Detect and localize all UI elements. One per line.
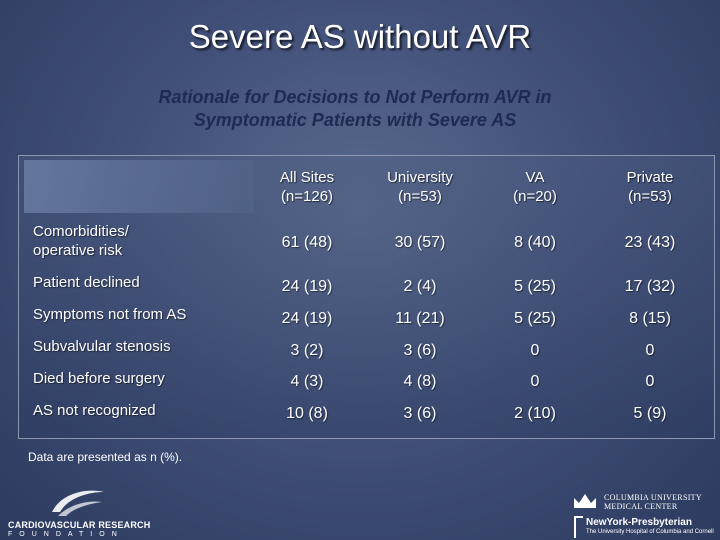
table-cell: 8 (40) — [514, 234, 556, 251]
table-cell: 23 (43) — [624, 234, 676, 251]
table-cell: 17 (32) — [624, 278, 676, 295]
row-label-patient-declined: Patient declined — [33, 274, 140, 291]
crf-logo-line-2: FOUNDATION — [8, 531, 124, 538]
subtitle-line-2: Symptomatic Patients with Severe AS — [193, 110, 517, 130]
subtitle-line-1: Rationale for Decisions to Not Perform A… — [158, 87, 552, 107]
table-cell: 11 (21) — [395, 310, 445, 327]
row-label-as-not-recognized: AS not recognized — [33, 402, 156, 419]
table-cell: 5 (25) — [514, 310, 556, 327]
column-header-private: Private (n=53) — [626, 169, 674, 205]
table-header-band — [24, 160, 254, 213]
column-header-all-sites: All Sites (n=126) — [279, 169, 335, 205]
table-cell: 4 (8) — [403, 373, 437, 390]
table-cell: 3 (6) — [403, 342, 437, 359]
table-cell: 5 (25) — [514, 278, 556, 295]
nyp-line-2: The University Hospital of Columbia and … — [586, 529, 714, 535]
table-cell: 3 (2) — [290, 342, 324, 359]
column-header-va: VA (n=20) — [513, 169, 557, 205]
table-cell: 4 (3) — [290, 373, 324, 390]
table-cell: 8 (15) — [629, 310, 671, 327]
nyp-bracket-icon — [574, 516, 583, 538]
table-cell: 24 (19) — [281, 310, 333, 327]
table-cell: 24 (19) — [281, 278, 333, 295]
table-cell: 3 (6) — [403, 405, 437, 422]
table-cell: 2 (10) — [514, 405, 556, 422]
crf-swoosh-icon — [52, 490, 104, 516]
table-cell: 0 — [645, 342, 655, 359]
column-header-university: University (n=53) — [387, 169, 453, 205]
footnote: Data are presented as n (%). — [28, 450, 183, 464]
slide-title: Severe AS without AVR — [188, 18, 532, 55]
crf-logo: CARDIOVASCULAR RESEARCH FOUNDATION — [4, 486, 154, 538]
table-cell: 0 — [530, 373, 540, 390]
table-cell: 2 (4) — [403, 278, 437, 295]
table-cell: 30 (57) — [394, 234, 446, 251]
crf-logo-line-1: CARDIOVASCULAR RESEARCH — [8, 520, 151, 530]
nyp-line-1: NewYork-Presbyterian — [586, 517, 692, 528]
row-label-subvalvular-stenosis: Subvalvular stenosis — [33, 338, 171, 355]
table-cell: 0 — [530, 342, 540, 359]
slide-subtitle: Rationale for Decisions to Not Perform A… — [0, 86, 710, 132]
crown-icon — [574, 494, 596, 508]
row-label-comorbidities: Comorbidities/ operative risk — [33, 223, 129, 259]
table-cell: 5 (9) — [633, 405, 667, 422]
columbia-line-2: MEDICAL CENTER — [604, 502, 678, 511]
table-cell: 0 — [645, 373, 655, 390]
table-cell: 10 (8) — [286, 405, 328, 422]
columbia-nyp-logo: COLUMBIA UNIVERSITY MEDICAL CENTER NewYo… — [572, 490, 720, 540]
columbia-line-1: COLUMBIA UNIVERSITY — [604, 493, 702, 502]
table-cell: 61 (48) — [281, 234, 333, 251]
row-label-died-before-surgery: Died before surgery — [33, 370, 165, 387]
row-label-symptoms-not-from-as: Symptoms not from AS — [33, 306, 187, 323]
